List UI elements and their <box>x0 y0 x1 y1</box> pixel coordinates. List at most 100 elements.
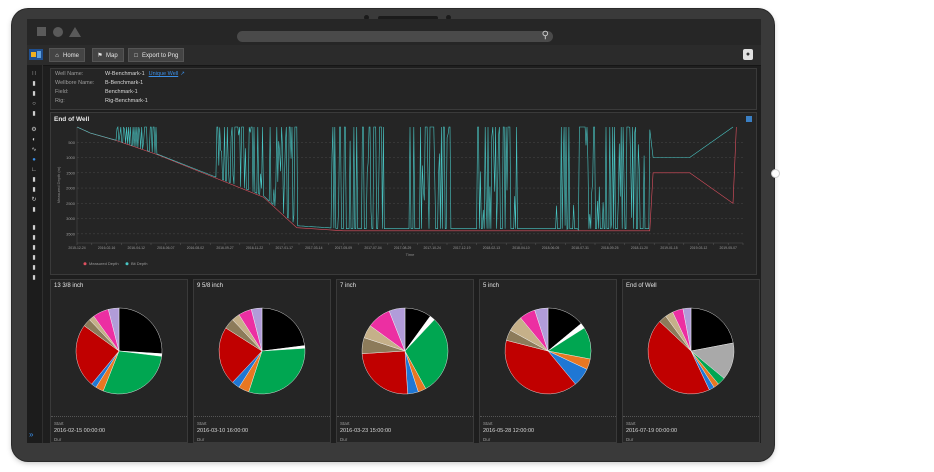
more-label: Dur <box>197 437 205 442</box>
pie-slice[interactable] <box>361 350 408 395</box>
start-label: Start <box>197 421 207 426</box>
x-tick-label: 2019-03-12 <box>690 246 707 250</box>
home-label: Home <box>63 53 80 59</box>
sidebar-gear-icon[interactable]: ⚙ <box>31 127 37 133</box>
info-key: Field: <box>55 89 69 95</box>
x-tick-label: 2016-06-07 <box>157 246 174 250</box>
pie-slice[interactable] <box>108 307 120 352</box>
panel-divider <box>480 416 616 417</box>
phase-panel: 9 5/8 inch Start 2016-03-10 16:00:00 Dur <box>193 279 331 443</box>
search-input[interactable]: ⚲ <box>237 30 553 42</box>
user-icon[interactable]: ● <box>743 49 753 60</box>
panel-title: End of Well <box>626 283 657 289</box>
x-tick-label: 2018-09-25 <box>601 246 618 250</box>
map-button[interactable]: ⚑ Map <box>92 48 124 62</box>
sidebar-bar4-icon[interactable]: ▮ <box>32 187 36 193</box>
bit-depth-line <box>76 125 734 231</box>
sidebar-bar10-icon[interactable]: ▮ <box>32 275 36 281</box>
expand-icon[interactable]: » <box>29 430 34 439</box>
pie-slice[interactable] <box>647 321 710 395</box>
pie-slice[interactable] <box>102 350 162 395</box>
start-label: Start <box>54 421 64 426</box>
sidebar-bar8-icon[interactable]: ▮ <box>32 255 36 261</box>
x-tick-label: 2019-05-07 <box>720 246 737 250</box>
sidebar-bar9-icon[interactable]: ▮ <box>32 265 36 271</box>
pie-chart[interactable] <box>623 288 759 418</box>
start-label: Start <box>340 421 350 426</box>
info-key: Wellbore Name: <box>55 80 95 86</box>
x-tick-label: 2018-07-31 <box>572 246 589 250</box>
sidebar-axis-icon[interactable]: ∟ <box>31 167 37 173</box>
search-icon[interactable]: ⚲ <box>541 30 549 41</box>
pie-slice[interactable] <box>75 325 120 385</box>
start-label: Start <box>483 421 493 426</box>
info-key: Well Name: <box>55 71 84 77</box>
phase-panel: 5 inch Start 2016-05-28 12:00:00 Dur <box>479 279 617 443</box>
sidebar-bar7-icon[interactable]: ▮ <box>32 245 36 251</box>
sidebar-bar6-icon[interactable]: ▮ <box>32 225 36 231</box>
export-png-button[interactable]: □ Export to Png <box>128 48 185 62</box>
sidebar-chart-icon[interactable]: ▮ <box>32 235 36 241</box>
home-button[interactable]: ⌂ Home <box>49 48 86 62</box>
sidebar-pie-active-icon[interactable]: ● <box>32 157 36 163</box>
unique-well-link[interactable]: Unique Well <box>148 71 179 77</box>
x-tick-label: 2018-04-10 <box>512 246 529 250</box>
app-navbar: ⌂ Home ⚑ Map □ Export to Png ● <box>27 45 761 66</box>
more-label: Dur <box>340 437 348 442</box>
sidebar-donut-icon[interactable]: ○ <box>32 101 36 107</box>
sidebar-refresh-icon[interactable]: ↻ <box>31 197 37 203</box>
more-label: Dur <box>483 437 491 442</box>
sensor-dot <box>446 15 451 20</box>
pie-slice[interactable] <box>534 307 549 352</box>
phase-panel: 13 3/8 inch Start 2016-02-15 00:00:00 Du… <box>50 279 188 443</box>
pie-slice[interactable] <box>690 307 734 352</box>
square-icon <box>37 27 46 36</box>
pie-chart[interactable] <box>337 288 473 418</box>
x-tick-label: 2016-09-27 <box>216 246 233 250</box>
speaker-bar <box>378 16 438 20</box>
pie-slice[interactable] <box>218 327 263 383</box>
panel-title: 13 3/8 inch <box>54 283 84 289</box>
sidebar-bar2-icon[interactable]: ▮ <box>32 91 36 97</box>
well-name: W-Benchmark-1 <box>105 71 145 77</box>
pie-chart[interactable] <box>51 288 187 418</box>
sidebar-pie-icon[interactable]: ◐ <box>32 137 36 143</box>
pie-slice[interactable] <box>404 319 449 389</box>
left-sidebar: ∷ ▮ ▮ ○ ▮ ⚙ ◐ ∿ ● ∟ ▮ ▮ ↻ ▮ ▮ ▮ ▮ ▮ ▮ ▮ … <box>27 65 43 443</box>
phase-panel: 7 inch Start 2016-03-23 15:00:00 Dur <box>336 279 474 443</box>
y-tick-label: 500 <box>68 140 75 145</box>
x-tick-label: 2017-08-29 <box>394 246 411 250</box>
pie-slice[interactable] <box>261 307 305 352</box>
pie-slice[interactable] <box>248 348 306 395</box>
depth-chart[interactable]: 500 1000 1500 2000 2500 3000 3500 2015-12-24 201… <box>51 113 756 274</box>
app-screen: ⚲ ⌂ Home ⚑ Map □ Export to Png ● ∷ ▮ ▮ ○ ▮ … <box>27 19 761 443</box>
external-link-icon[interactable]: ↗ <box>180 71 185 77</box>
pie-slice[interactable] <box>682 307 692 352</box>
sidebar-bar5-icon[interactable]: ▮ <box>32 207 36 213</box>
side-button[interactable] <box>771 169 780 178</box>
sidebar-bar3-icon[interactable]: ▮ <box>32 177 36 183</box>
legend-label[interactable]: Measured Depth <box>89 261 119 266</box>
panel-divider <box>337 416 473 417</box>
x-tick-label: 2017-05-09 <box>335 246 352 250</box>
pie-chart[interactable] <box>194 288 330 418</box>
x-tick-label: 2017-12-19 <box>453 246 470 250</box>
file-icon: □ <box>134 53 138 59</box>
pie-slice[interactable] <box>251 307 263 352</box>
x-tick-label: 2018-06-05 <box>542 246 559 250</box>
app-logo <box>29 49 43 60</box>
y-tick-label: 3000 <box>66 216 76 221</box>
pie-slice[interactable] <box>504 340 576 395</box>
sidebar-histogram-icon[interactable]: ▮ <box>32 111 36 117</box>
info-value: B-Benchmark-1 <box>105 80 144 86</box>
pie-slice[interactable] <box>118 307 163 354</box>
sidebar-line-icon[interactable]: ∿ <box>31 147 37 153</box>
sidebar-bar-icon[interactable]: ▮ <box>32 81 36 87</box>
pie-slice[interactable] <box>388 307 406 352</box>
chart-menu-icon[interactable] <box>746 116 752 122</box>
pie-chart[interactable] <box>480 288 616 418</box>
legend-label[interactable]: Bit Depth <box>131 261 147 266</box>
more-label: Dur <box>626 437 634 442</box>
sidebar-scatter-icon[interactable]: ∷ <box>32 71 36 77</box>
map-icon: ⚑ <box>97 53 103 59</box>
